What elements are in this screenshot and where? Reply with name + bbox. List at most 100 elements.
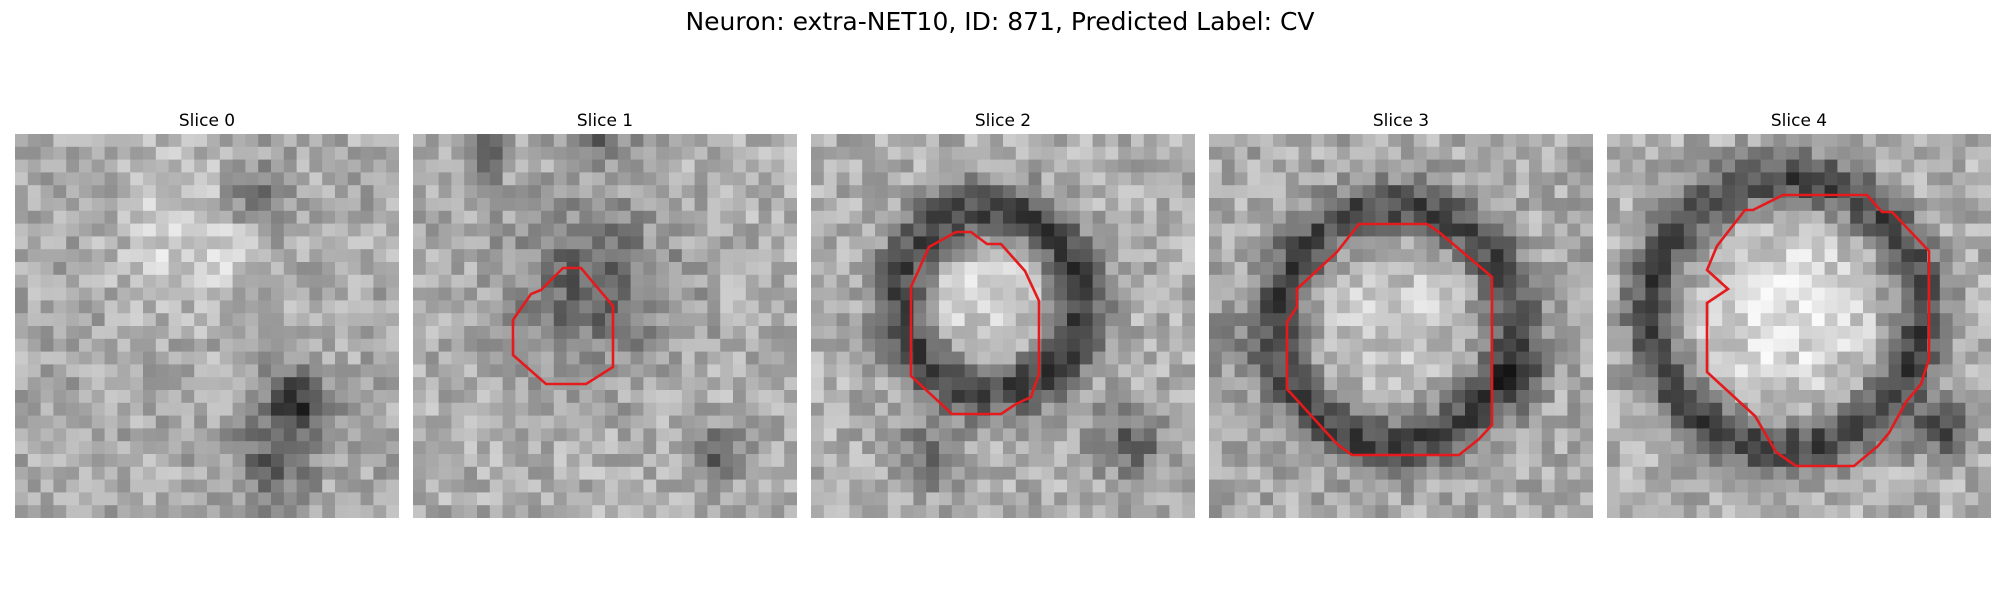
image-pixel bbox=[567, 185, 580, 198]
image-pixel bbox=[567, 441, 580, 454]
image-pixel bbox=[707, 416, 720, 429]
image-pixel bbox=[1169, 198, 1182, 211]
image-pixel bbox=[1580, 198, 1593, 211]
image-pixel bbox=[1953, 198, 1966, 211]
image-pixel bbox=[554, 326, 567, 339]
image-pixel bbox=[1118, 428, 1131, 441]
image-pixel bbox=[1093, 249, 1106, 262]
image-pixel bbox=[669, 390, 682, 403]
image-pixel bbox=[1786, 505, 1799, 518]
image-pixel bbox=[464, 403, 477, 416]
image-pixel bbox=[1144, 160, 1157, 173]
image-pixel bbox=[66, 364, 79, 377]
image-pixel bbox=[1773, 352, 1786, 365]
image-pixel bbox=[105, 198, 118, 211]
image-pixel bbox=[297, 224, 310, 237]
image-pixel bbox=[1940, 185, 1953, 198]
image-pixel bbox=[926, 492, 939, 505]
image-pixel bbox=[1478, 147, 1491, 160]
image-pixel bbox=[1491, 185, 1504, 198]
image-pixel bbox=[669, 160, 682, 173]
image-pixel bbox=[1555, 416, 1568, 429]
image-pixel bbox=[477, 492, 490, 505]
image-pixel bbox=[233, 377, 246, 390]
image-pixel bbox=[66, 505, 79, 518]
image-pixel bbox=[631, 428, 644, 441]
image-pixel bbox=[373, 428, 386, 441]
image-pixel bbox=[720, 403, 733, 416]
image-pixel bbox=[1439, 211, 1452, 224]
image-pixel bbox=[837, 326, 850, 339]
image-pixel bbox=[1503, 428, 1516, 441]
image-pixel bbox=[1812, 403, 1825, 416]
image-pixel bbox=[1093, 377, 1106, 390]
image-pixel bbox=[1235, 492, 1248, 505]
image-pixel bbox=[1105, 288, 1118, 301]
image-pixel bbox=[297, 377, 310, 390]
image-pixel bbox=[682, 224, 695, 237]
image-pixel bbox=[875, 454, 888, 467]
image-pixel bbox=[439, 275, 452, 288]
image-pixel bbox=[695, 390, 708, 403]
image-pixel bbox=[1388, 403, 1401, 416]
image-pixel bbox=[92, 454, 105, 467]
image-pixel bbox=[1427, 441, 1440, 454]
image-pixel bbox=[901, 211, 914, 224]
image-pixel bbox=[515, 160, 528, 173]
image-pixel bbox=[309, 352, 322, 365]
image-pixel bbox=[759, 492, 772, 505]
image-pixel bbox=[1350, 377, 1363, 390]
image-pixel bbox=[1273, 262, 1286, 275]
image-pixel bbox=[1235, 172, 1248, 185]
image-pixel bbox=[1580, 326, 1593, 339]
image-pixel bbox=[169, 160, 182, 173]
image-pixel bbox=[117, 172, 130, 185]
image-pixel bbox=[169, 390, 182, 403]
image-pixel bbox=[181, 352, 194, 365]
image-pixel bbox=[1799, 172, 1812, 185]
image-pixel bbox=[1735, 441, 1748, 454]
image-pixel bbox=[1465, 416, 1478, 429]
image-pixel bbox=[554, 492, 567, 505]
image-pixel bbox=[503, 147, 516, 160]
image-pixel bbox=[1388, 185, 1401, 198]
image-pixel bbox=[117, 211, 130, 224]
image-pixel bbox=[1491, 480, 1504, 493]
image-pixel bbox=[1235, 454, 1248, 467]
image-pixel bbox=[669, 441, 682, 454]
image-pixel bbox=[1003, 441, 1016, 454]
image-pixel bbox=[503, 454, 516, 467]
image-pixel bbox=[335, 390, 348, 403]
image-pixel bbox=[1273, 467, 1286, 480]
image-pixel bbox=[1247, 224, 1260, 237]
image-pixel bbox=[643, 428, 656, 441]
image-pixel bbox=[1260, 134, 1273, 147]
image-pixel bbox=[66, 339, 79, 352]
image-pixel bbox=[1003, 262, 1016, 275]
image-pixel bbox=[1503, 211, 1516, 224]
image-pixel bbox=[194, 147, 207, 160]
image-pixel bbox=[1311, 249, 1324, 262]
image-pixel bbox=[1054, 236, 1067, 249]
image-pixel bbox=[1375, 326, 1388, 339]
image-pixel bbox=[1324, 454, 1337, 467]
image-pixel bbox=[759, 326, 772, 339]
image-pixel bbox=[439, 428, 452, 441]
image-pixel bbox=[1080, 288, 1093, 301]
image-pixel bbox=[695, 249, 708, 262]
image-pixel bbox=[567, 480, 580, 493]
image-pixel bbox=[220, 403, 233, 416]
image-pixel bbox=[1850, 467, 1863, 480]
image-pixel bbox=[811, 300, 824, 313]
image-pixel bbox=[1901, 339, 1914, 352]
image-pixel bbox=[1222, 454, 1235, 467]
image-pixel bbox=[220, 249, 233, 262]
image-pixel bbox=[1761, 249, 1774, 262]
image-pixel bbox=[1311, 300, 1324, 313]
image-pixel bbox=[1067, 211, 1080, 224]
image-pixel bbox=[1157, 313, 1170, 326]
image-pixel bbox=[1222, 364, 1235, 377]
image-pixel bbox=[156, 236, 169, 249]
image-pixel bbox=[490, 236, 503, 249]
image-pixel bbox=[1260, 377, 1273, 390]
